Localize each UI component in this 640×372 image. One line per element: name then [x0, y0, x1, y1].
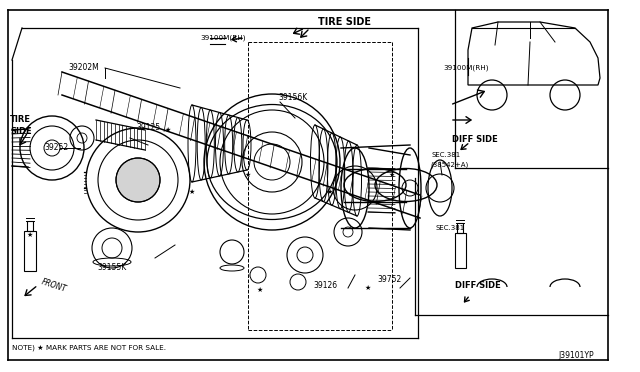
Text: 39252: 39252 — [44, 144, 68, 153]
Circle shape — [121, 175, 131, 185]
Text: DIFF SIDE: DIFF SIDE — [455, 280, 500, 289]
Text: 39156K: 39156K — [278, 93, 307, 103]
Circle shape — [139, 185, 149, 195]
Text: 39125: 39125 — [136, 124, 160, 132]
Text: DIFF SIDE: DIFF SIDE — [452, 135, 498, 144]
Text: 39155K: 39155K — [97, 263, 127, 273]
Text: J39101YP: J39101YP — [558, 350, 594, 359]
Circle shape — [127, 185, 137, 195]
Text: TIRE SIDE: TIRE SIDE — [318, 17, 371, 27]
Text: NOTE) ★ MARK PARTS ARE NOT FOR SALE.: NOTE) ★ MARK PARTS ARE NOT FOR SALE. — [12, 345, 166, 351]
Text: 39100M(RH): 39100M(RH) — [443, 65, 488, 71]
Circle shape — [116, 158, 160, 202]
Text: 39100M(RH): 39100M(RH) — [200, 35, 246, 41]
Text: 39126: 39126 — [313, 280, 337, 289]
Text: 39752: 39752 — [378, 276, 402, 285]
Text: (38542+A): (38542+A) — [430, 162, 468, 168]
Text: ★: ★ — [165, 127, 171, 133]
Text: ★: ★ — [27, 232, 33, 238]
Circle shape — [127, 164, 137, 174]
Circle shape — [44, 140, 60, 156]
Text: 39202M: 39202M — [68, 64, 99, 73]
Text: SEC.381: SEC.381 — [432, 152, 461, 158]
Circle shape — [145, 175, 155, 185]
Text: SEC.381: SEC.381 — [435, 225, 464, 231]
Circle shape — [139, 164, 149, 174]
Text: ★: ★ — [389, 172, 395, 178]
Text: ★: ★ — [245, 172, 251, 178]
Text: SIDE: SIDE — [10, 128, 31, 137]
Text: ★: ★ — [189, 189, 195, 195]
Text: FRONT: FRONT — [40, 278, 68, 294]
Text: ★: ★ — [257, 287, 263, 293]
Text: ★: ★ — [365, 285, 371, 291]
Text: TIRE: TIRE — [10, 115, 31, 125]
Text: ★: ★ — [327, 189, 333, 195]
